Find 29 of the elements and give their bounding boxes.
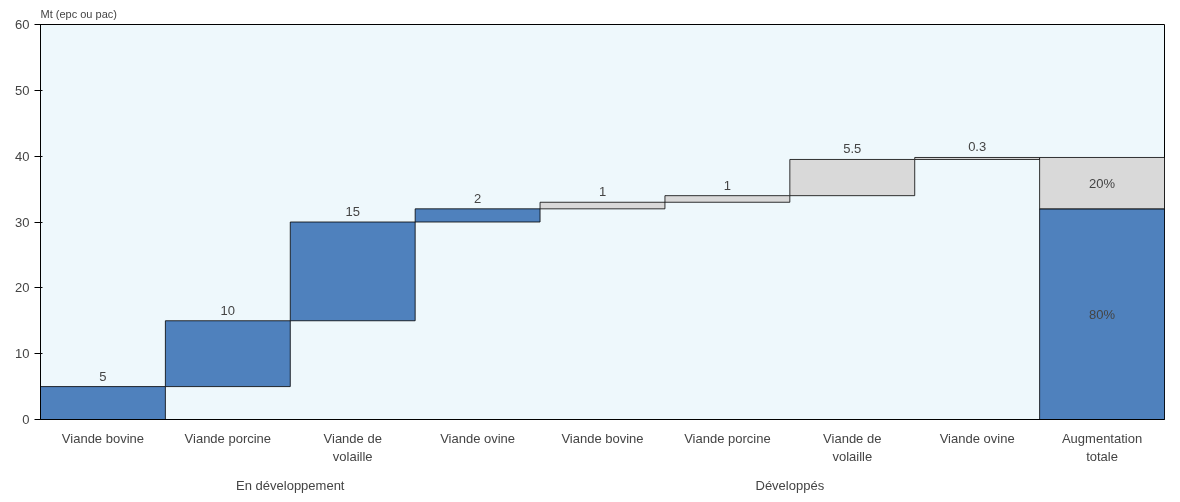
- x-tick-label: Augmentation totale: [1061, 430, 1143, 464]
- x-tick-label: Viande ovine: [440, 430, 516, 446]
- data-label: 1: [723, 177, 732, 193]
- y-tick-label: 30: [15, 214, 30, 230]
- x-tick-label: Viande bovine: [61, 430, 145, 446]
- y-tick-label: 50: [15, 82, 30, 98]
- y-axis-title: Mt (epc ou pac): [40, 7, 117, 20]
- data-label: 2: [474, 190, 482, 206]
- x-tick-label: Viande porcine: [684, 430, 771, 446]
- data-label: 15: [345, 204, 360, 219]
- annotation: 20%: [1089, 175, 1116, 191]
- text: Développés: [755, 477, 825, 493]
- annotation: 80%: [1089, 306, 1116, 322]
- y-tick-label: 0: [22, 412, 30, 427]
- data-label: 1: [598, 184, 607, 200]
- x-tick-label: Viande bovine: [561, 430, 644, 446]
- x-tick-label: Viande ovine: [939, 430, 1015, 446]
- data-label: 5: [99, 368, 107, 384]
- y-tick-label: 20: [15, 280, 30, 296]
- x-tick-label: Viande de volaille: [823, 430, 882, 464]
- x-tick-label: Viande porcine: [184, 430, 272, 446]
- y-tick-label: 40: [15, 148, 30, 164]
- y-tick-label: 60: [15, 17, 30, 32]
- x-tick-label: Viande de volaille: [323, 430, 382, 464]
- data-label: 10: [220, 302, 236, 318]
- data-label: 0.3: [968, 139, 987, 155]
- y-tick-label: 10: [15, 346, 30, 362]
- data-label: 5.5: [843, 141, 862, 157]
- text: En développement: [236, 477, 345, 493]
